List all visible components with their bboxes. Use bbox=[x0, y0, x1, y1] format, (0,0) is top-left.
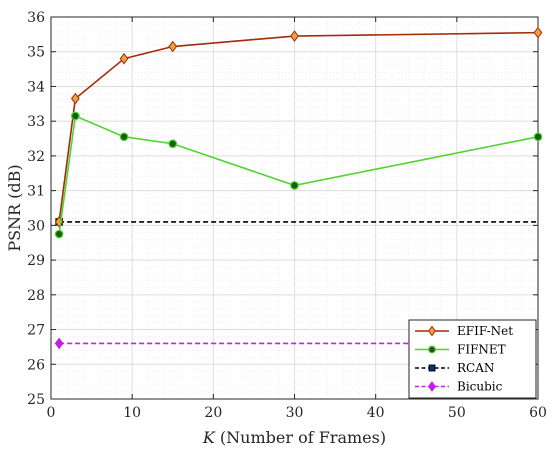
y-tick-label: 29 bbox=[27, 253, 45, 269]
data-point-fifnet bbox=[533, 132, 543, 142]
x-tick-label: 40 bbox=[367, 405, 385, 421]
series-line-fifnet bbox=[58, 114, 539, 235]
legend-swatch-marker bbox=[428, 364, 436, 372]
series-line-efif-net bbox=[58, 31, 539, 222]
legend-label: RCAN bbox=[457, 361, 494, 375]
data-point-fifnet bbox=[54, 229, 64, 239]
y-tick-label: 28 bbox=[27, 288, 45, 304]
data-point-bicubic bbox=[54, 337, 64, 350]
x-axis-label-var: K bbox=[202, 428, 216, 447]
x-tick-label: 20 bbox=[204, 405, 222, 421]
legend-item-fifnet: FIFNET bbox=[415, 343, 506, 357]
data-point-fifnet bbox=[70, 111, 80, 121]
x-axis-label-rest: (Number of Frames) bbox=[215, 428, 386, 447]
y-tick-label: 35 bbox=[27, 45, 45, 61]
x-tick-label: 50 bbox=[448, 405, 466, 421]
series-efif-net bbox=[54, 26, 543, 228]
y-axis-label: PSNR (dB) bbox=[5, 164, 24, 251]
data-point-efif-net bbox=[119, 52, 129, 65]
y-tick-label: 25 bbox=[27, 392, 45, 408]
series-layer bbox=[54, 26, 543, 350]
data-point-efif-net bbox=[168, 40, 178, 53]
legend-swatch-marker bbox=[428, 381, 436, 392]
series-fifnet bbox=[54, 111, 543, 239]
y-tick-label: 32 bbox=[27, 149, 45, 165]
y-tick-label: 33 bbox=[27, 114, 45, 130]
legend: EFIF-Net FIFNET RCAN Bicubic bbox=[408, 319, 537, 399]
legend-swatch-marker bbox=[428, 345, 436, 354]
legend-label: FIFNET bbox=[457, 343, 506, 357]
data-point-fifnet bbox=[290, 181, 299, 190]
y-tick-label: 34 bbox=[27, 79, 45, 95]
x-tick-label: 0 bbox=[47, 405, 56, 421]
legend-item-rcan: RCAN bbox=[415, 361, 494, 375]
y-tick-label: 36 bbox=[27, 10, 45, 26]
x-tick-label: 10 bbox=[123, 405, 141, 421]
legend-swatch-marker bbox=[428, 325, 436, 337]
data-point-fifnet bbox=[119, 132, 129, 142]
y-tick-label: 30 bbox=[27, 218, 45, 234]
legend-label: EFIF-Net bbox=[457, 324, 513, 338]
y-tick-label: 31 bbox=[27, 184, 45, 200]
y-tick-label: 26 bbox=[27, 357, 45, 373]
data-point-fifnet bbox=[168, 139, 178, 149]
legend-item-efif-net: EFIF-Net bbox=[415, 324, 513, 338]
data-point-efif-net bbox=[290, 30, 299, 42]
series-rcan bbox=[55, 218, 538, 226]
x-axis-label: K (Number of Frames) bbox=[202, 428, 386, 447]
legend-label: Bicubic bbox=[457, 380, 503, 394]
series-bicubic bbox=[54, 337, 538, 350]
data-point-efif-net bbox=[70, 92, 80, 105]
x-tick-label: 60 bbox=[529, 405, 547, 421]
legend-item-bicubic: Bicubic bbox=[415, 380, 503, 394]
axis-ticks: 0 10 20 30 40 50 60 25 26 27 28 29 30 31 32 33 34 35 36 bbox=[27, 10, 547, 421]
data-point-efif-net bbox=[533, 26, 543, 39]
y-tick-label: 27 bbox=[27, 323, 45, 339]
x-tick-label: 30 bbox=[286, 405, 304, 421]
